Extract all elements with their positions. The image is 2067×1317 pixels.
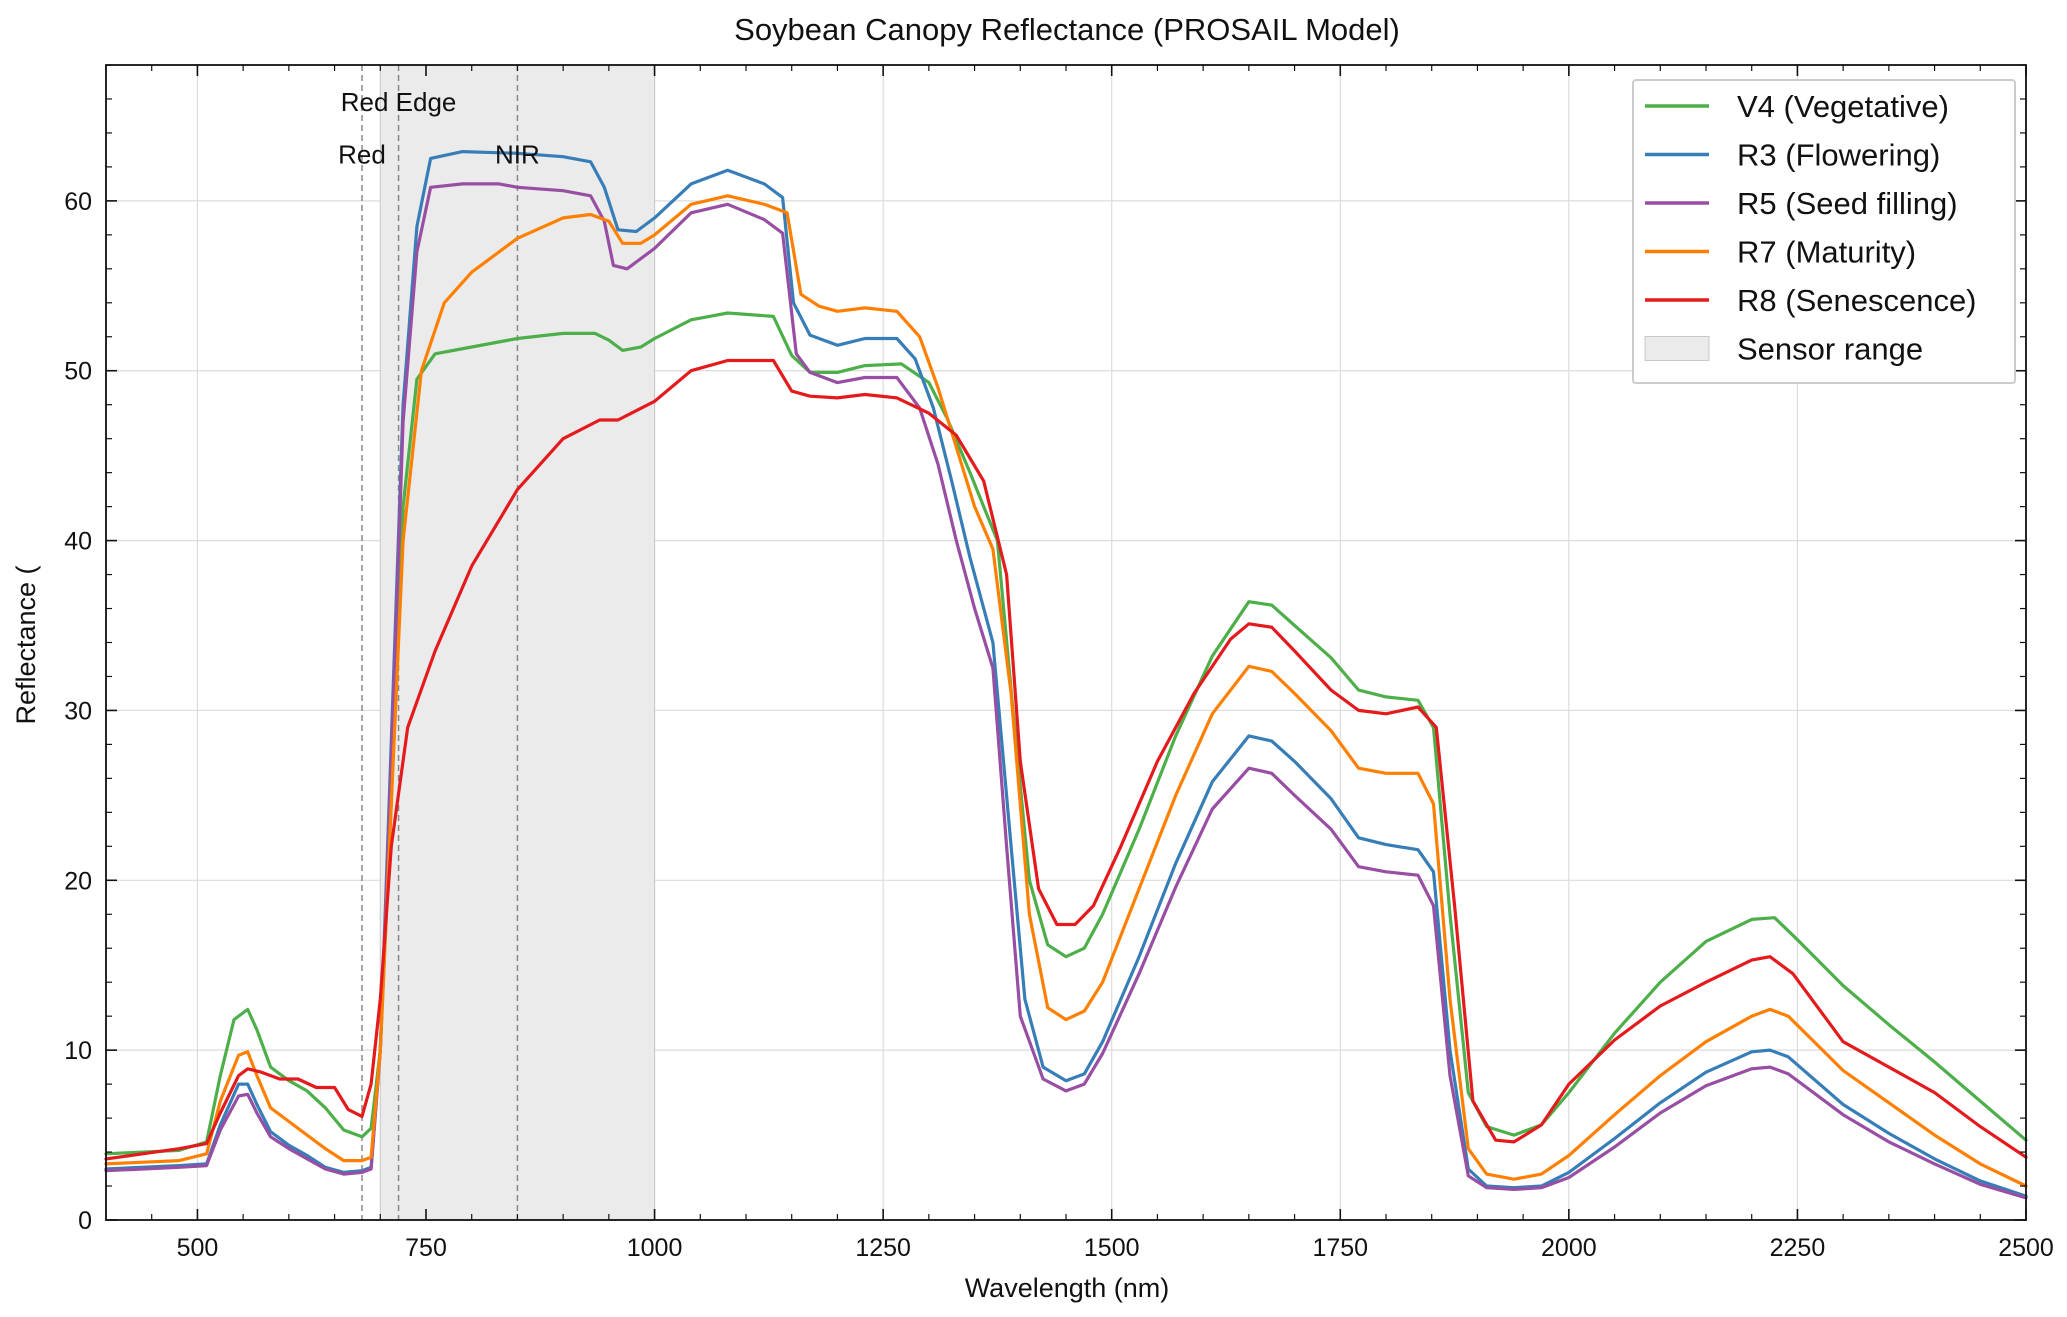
series-line xyxy=(104,194,2028,1188)
y-tick-label: 40 xyxy=(64,528,92,556)
band-label: Red xyxy=(338,140,386,170)
legend-label: R5 (Seed filling) xyxy=(1737,186,1958,221)
x-tick-label: 2500 xyxy=(1998,1234,2054,1262)
y-tick-label: 0 xyxy=(78,1207,92,1235)
band-label: NIR xyxy=(495,140,540,170)
x-tick-label: 1500 xyxy=(1084,1234,1140,1262)
chart-title: Soybean Canopy Reflectance (PROSAIL Mode… xyxy=(734,12,1400,47)
legend-label: V4 (Vegetative) xyxy=(1737,89,1949,124)
legend-label: R8 (Senescence) xyxy=(1737,283,1977,318)
series-line xyxy=(104,358,2028,1161)
x-tick-label: 1750 xyxy=(1312,1234,1368,1262)
band-labels: Red Red Edge NIR xyxy=(338,87,540,170)
y-tick-label: 30 xyxy=(64,697,92,725)
y-tick-label: 20 xyxy=(64,867,92,895)
y-tick-label: 60 xyxy=(64,188,92,216)
x-tick-label: 2250 xyxy=(1770,1234,1826,1262)
legend: V4 (Vegetative) R3 (Flowering) R5 (Seed fi… xyxy=(1632,79,2016,384)
legend-label: R7 (Maturity) xyxy=(1737,235,1916,270)
band-lines xyxy=(361,65,519,1220)
x-axis-title: Wavelength (nm) xyxy=(965,1273,1170,1303)
legend-swatch xyxy=(1644,336,1710,361)
x-tick-label: 750 xyxy=(405,1234,447,1262)
band-label: Red Edge xyxy=(341,87,457,117)
x-tick-label: 1000 xyxy=(627,1234,683,1262)
series-line xyxy=(104,182,2028,1200)
y-tick-label: 10 xyxy=(64,1037,92,1065)
x-tick-label: 500 xyxy=(177,1234,219,1262)
axis-ticks xyxy=(105,64,2027,1221)
legend-box xyxy=(1632,79,2016,384)
y-axis-title: Reflectance ( xyxy=(11,565,41,724)
tick-labels: 500 750 1000 1250 1500 1750 2000 2250 2500 0 10 20 3… xyxy=(64,188,2054,1262)
x-tick-label: 1250 xyxy=(855,1234,911,1262)
legend-label: Sensor range xyxy=(1737,332,1923,367)
y-tick-label: 50 xyxy=(64,358,92,386)
x-tick-label: 2000 xyxy=(1541,1234,1597,1262)
legend-label: R3 (Flowering) xyxy=(1737,138,1940,173)
series-lines xyxy=(104,150,2028,1200)
